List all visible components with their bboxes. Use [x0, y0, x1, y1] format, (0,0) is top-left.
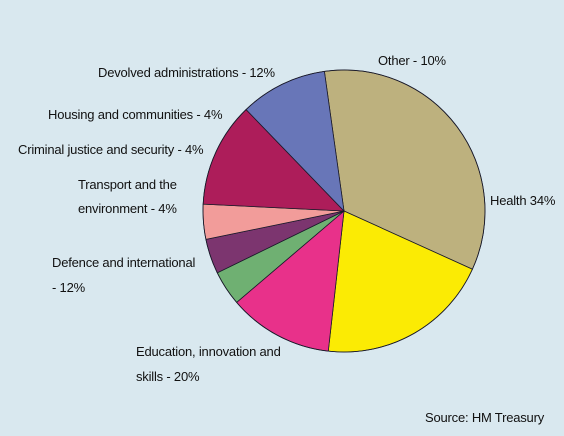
label-devolved: Devolved administrations - 12%	[98, 65, 275, 80]
label-education-line2: skills - 20%	[136, 369, 200, 384]
label-other: Other - 10%	[378, 53, 446, 68]
label-transport-line2: environment - 4%	[78, 201, 177, 216]
label-transport-line1: Transport and the	[78, 177, 177, 192]
label-defence-line2: - 12%	[52, 280, 85, 295]
label-health: Health 34%	[490, 193, 556, 208]
label-criminal: Criminal justice and security - 4%	[18, 142, 204, 157]
label-education-line1: Education, innovation and	[136, 344, 281, 359]
label-defence-line1: Defence and international	[52, 255, 196, 270]
label-housing: Housing and communities - 4%	[48, 107, 223, 122]
source-note: Source: HM Treasury	[425, 410, 545, 425]
pie-outline	[202, 69, 486, 353]
